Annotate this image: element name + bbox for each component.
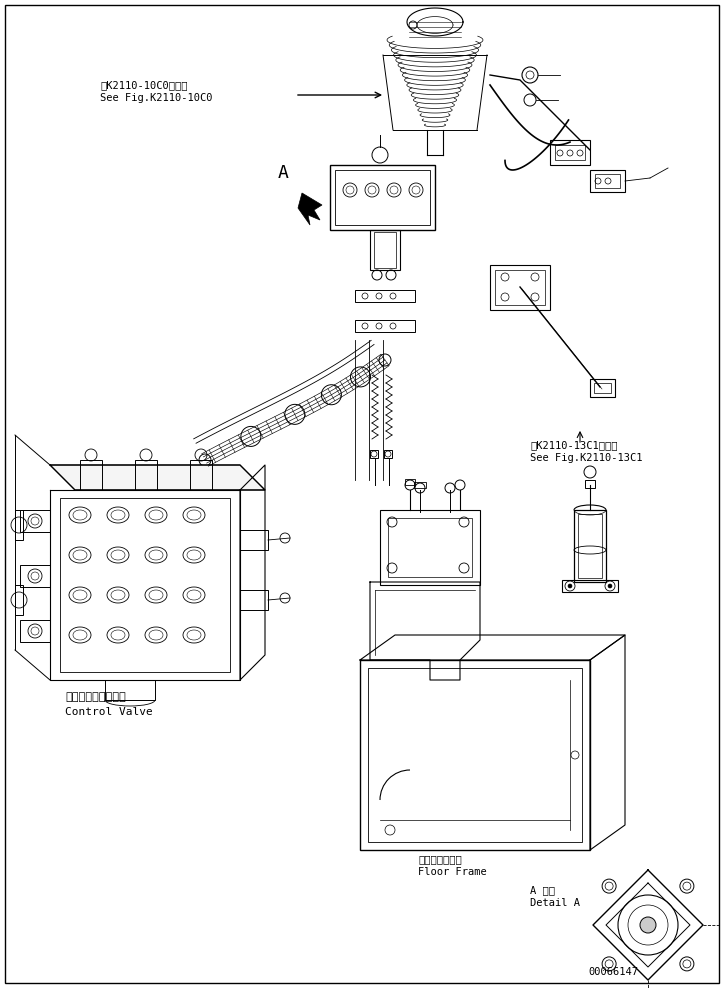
Bar	[330, 165, 435, 230]
Bar	[368, 668, 582, 842]
Text: A: A	[278, 164, 289, 182]
Polygon shape	[50, 465, 265, 490]
Text: フロアフレーム: フロアフレーム	[418, 854, 462, 864]
Bar	[105, 680, 155, 700]
Bar	[585, 480, 595, 488]
Text: 第K2110-13C1図参照: 第K2110-13C1図参照	[530, 440, 618, 450]
Bar	[355, 320, 415, 332]
Bar	[20, 620, 50, 642]
Bar	[335, 170, 430, 225]
Bar	[80, 460, 102, 490]
Bar	[15, 510, 23, 540]
Bar	[574, 510, 606, 582]
Text: 00066147: 00066147	[588, 967, 638, 977]
Bar	[388, 518, 472, 577]
Bar	[384, 450, 392, 458]
Bar	[490, 265, 550, 310]
Bar	[355, 290, 415, 302]
Bar	[370, 230, 400, 270]
Bar	[374, 232, 396, 268]
Bar	[240, 590, 268, 610]
Bar	[135, 460, 157, 490]
Bar	[594, 383, 611, 393]
Bar	[380, 510, 480, 585]
Text: A 詳細: A 詳細	[530, 885, 555, 895]
Bar	[555, 145, 585, 160]
Bar	[562, 580, 618, 592]
Text: コントロールバルブ: コントロールバルブ	[65, 692, 126, 702]
Bar	[414, 482, 426, 488]
Polygon shape	[298, 193, 322, 225]
Bar	[190, 460, 212, 490]
Text: Floor Frame: Floor Frame	[418, 867, 487, 877]
Circle shape	[640, 917, 656, 933]
Text: Control Valve: Control Valve	[65, 707, 153, 717]
Bar	[578, 514, 602, 578]
Bar	[240, 530, 268, 550]
Bar	[60, 498, 230, 672]
Text: Detail A: Detail A	[530, 898, 580, 908]
Bar	[590, 379, 615, 397]
Circle shape	[568, 584, 572, 588]
Bar	[550, 140, 590, 165]
Bar	[370, 450, 378, 458]
Bar	[360, 660, 590, 850]
Text: See Fig.K2110-10C0: See Fig.K2110-10C0	[100, 93, 213, 103]
Circle shape	[608, 584, 612, 588]
Bar	[15, 585, 23, 615]
Bar	[405, 479, 415, 485]
Bar	[495, 270, 545, 305]
Bar	[20, 510, 50, 532]
Bar	[595, 174, 620, 188]
Text: 第K2110-10C0図参照: 第K2110-10C0図参照	[100, 80, 188, 90]
Text: See Fig.K2110-13C1: See Fig.K2110-13C1	[530, 453, 642, 463]
Bar	[20, 565, 50, 587]
Bar	[590, 170, 625, 192]
